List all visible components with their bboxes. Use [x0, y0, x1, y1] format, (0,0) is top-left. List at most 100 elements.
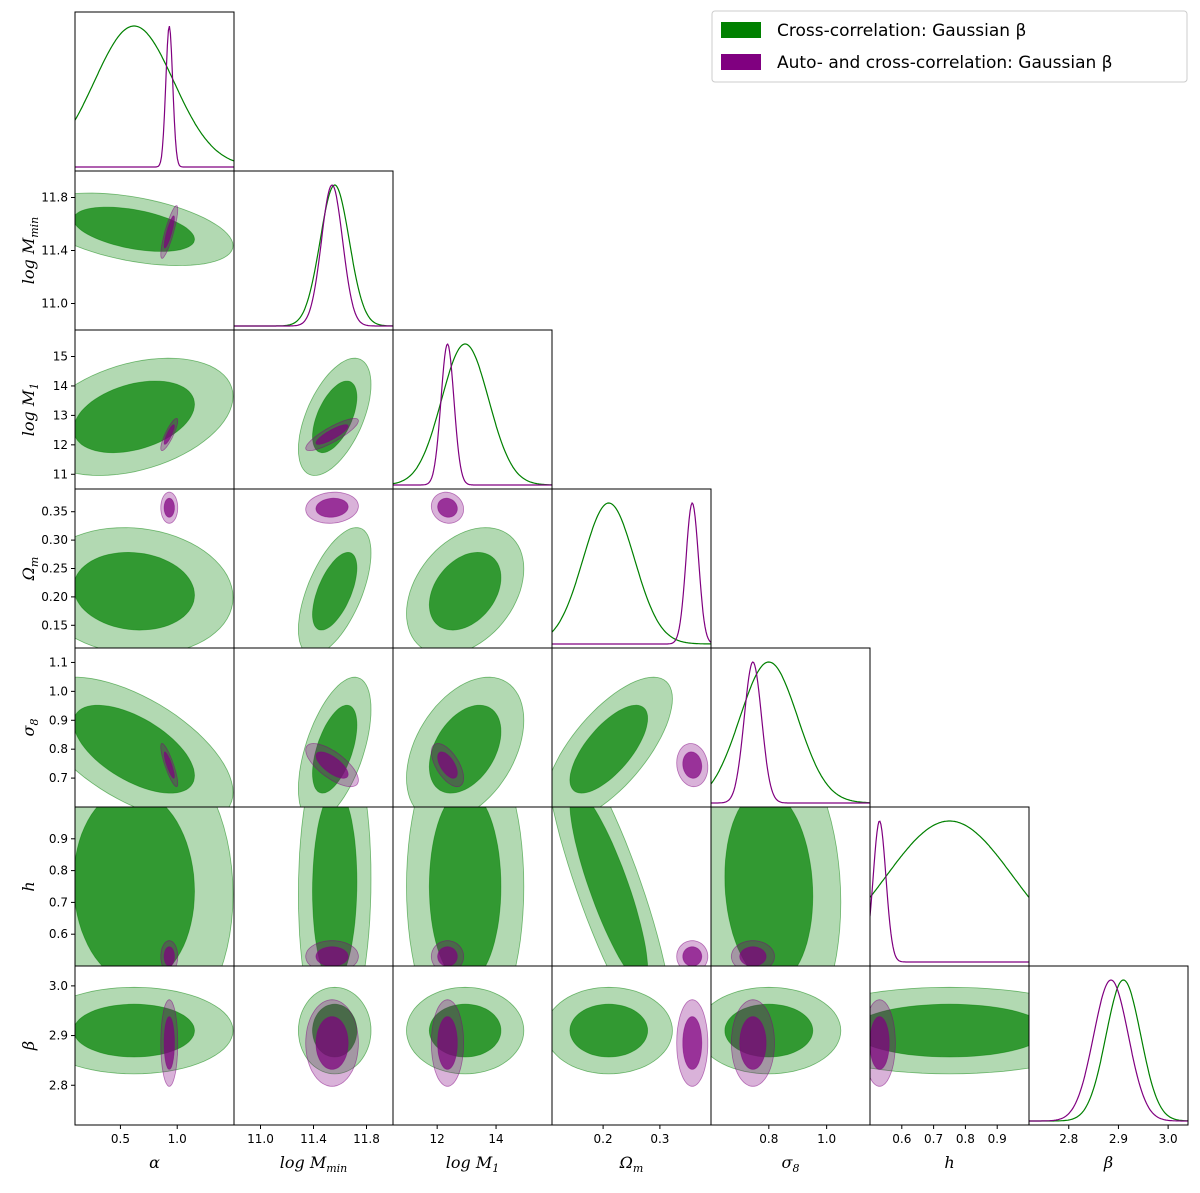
- panel-beta-s8: [710, 965, 871, 1126]
- y-tick-label: 0.30: [41, 533, 68, 547]
- panel-h-alpha: [74, 806, 235, 967]
- panel-body: [393, 343, 552, 486]
- x-axis-label-s8: σ8: [782, 1153, 800, 1175]
- y-tick-label: 0.6: [49, 927, 68, 941]
- auto-contour-68: [163, 215, 175, 249]
- y-tick-label: 13: [53, 408, 68, 422]
- auto-contour-68: [437, 497, 458, 518]
- panel-body: [75, 25, 234, 168]
- auto-contour-68: [739, 946, 767, 966]
- auto-contour-68: [870, 1016, 890, 1070]
- y-tick-label: 1.0: [49, 684, 68, 698]
- x-axis-label-logMmin: log Mmin: [280, 1153, 348, 1175]
- panel-h-logMmin: [233, 806, 394, 967]
- panel-body: [552, 501, 711, 645]
- panel-s8-logM1: [392, 647, 553, 808]
- auto-contour-68: [315, 751, 349, 779]
- y-tick-label: 11.4: [41, 244, 68, 258]
- panel-body: [1029, 979, 1188, 1122]
- x-tick-label: 0.7: [924, 1132, 943, 1146]
- panel-alpha-alpha: [74, 11, 235, 172]
- panel-body: [406, 491, 525, 648]
- panel-body: [75, 676, 234, 807]
- auto-contour-68: [682, 751, 703, 779]
- auto-contour-68: [163, 424, 175, 445]
- y-tick-label: 0.9: [49, 832, 68, 846]
- auto-marginal-logMmin: [234, 184, 393, 327]
- y-tick-label: 0.25: [41, 562, 68, 576]
- y-axis-label-s8: σ8: [19, 719, 41, 737]
- x-tick-label: 2.8: [1059, 1132, 1078, 1146]
- auto-contour-68: [163, 1016, 175, 1070]
- y-tick-label: 0.35: [41, 505, 68, 519]
- panel-body: [297, 357, 372, 476]
- panel-beta-logM1: [392, 965, 553, 1126]
- panel-Om-Om: [551, 488, 712, 649]
- y-tick-label: 14: [53, 379, 68, 393]
- auto-contour-68: [315, 946, 349, 966]
- panel-body: [711, 661, 870, 804]
- legend-label-cross: Cross-correlation: Gaussian β: [777, 21, 1026, 41]
- panel-Om-logM1: [392, 488, 553, 649]
- cross-contour-68: [569, 1003, 649, 1058]
- cross-marginal-logMmin: [234, 184, 393, 327]
- x-tick-label: 2.9: [1109, 1132, 1128, 1146]
- auto-contour-68: [437, 946, 458, 966]
- y-tick-label: 0.20: [41, 590, 68, 604]
- y-tick-label: 0.8: [49, 742, 68, 756]
- auto-marginal-alpha: [75, 25, 234, 168]
- panel-body: [75, 192, 234, 267]
- panel-frame: [1028, 965, 1189, 1126]
- auto-marginal-Om: [552, 501, 711, 645]
- cross-contour-68: [428, 551, 502, 631]
- x-tick-label: 0.8: [759, 1132, 778, 1146]
- panel-body: [406, 986, 525, 1087]
- y-tick-label: 0.7: [49, 895, 68, 909]
- auto-contour-68: [315, 424, 349, 445]
- y-axis-label-Om: Ωm: [19, 557, 41, 582]
- panel-beta-logMmin: [233, 965, 394, 1126]
- panel-frame: [869, 806, 1030, 967]
- y-tick-label: 0.7: [49, 771, 68, 785]
- cross-marginal-alpha: [75, 25, 234, 162]
- panel-h-s8: [710, 806, 871, 967]
- y-axis-label-logM1: log M1: [19, 383, 41, 436]
- panel-body: [406, 676, 525, 807]
- panel-s8-Om: [551, 647, 712, 808]
- panel-body: [406, 807, 525, 966]
- x-tick-label: 11.0: [247, 1132, 274, 1146]
- auto-contour-68: [682, 946, 703, 966]
- panel-s8-logMmin: [233, 647, 394, 808]
- panel-body: [297, 986, 372, 1087]
- panel-Om-logMmin: [233, 488, 394, 649]
- auto-contour-68: [163, 751, 175, 779]
- panel-frame: [710, 647, 871, 808]
- x-tick-label: 0.9: [988, 1132, 1007, 1146]
- panels-layer: 0.5 1.0 11.0 11.4 11.8 12 14 0.2 0.3 0.8 1.0 0.6 0.7…: [19, 11, 1189, 1175]
- x-tick-label: 1.0: [817, 1132, 836, 1146]
- panel-beta-h: [869, 965, 1030, 1126]
- panel-body: [552, 676, 709, 807]
- cross-contour-68: [312, 807, 358, 966]
- panel-body: [75, 357, 234, 476]
- panel-h-logM1: [392, 806, 553, 967]
- y-tick-label: 0.8: [49, 864, 68, 878]
- cross-contour-68: [569, 704, 649, 794]
- cross-contour-68: [724, 807, 814, 966]
- panel-logMmin-logMmin: [233, 170, 394, 331]
- x-tick-label: 0.5: [111, 1132, 130, 1146]
- panel-frame: [392, 329, 553, 490]
- panel-logMmin-alpha: [74, 170, 235, 331]
- y-axis-label-beta: β: [19, 1041, 38, 1051]
- panel-frame: [551, 488, 712, 649]
- cross-marginal-Om: [552, 502, 711, 645]
- auto-contour-68: [437, 1016, 458, 1070]
- x-axis-label-h: h: [944, 1153, 954, 1172]
- panel-beta-beta: [1028, 965, 1189, 1126]
- panel-h-Om: [551, 806, 712, 967]
- x-tick-label: 11.8: [353, 1132, 380, 1146]
- legend-frame: [711, 10, 1188, 83]
- cross-contour-68: [428, 807, 502, 966]
- cross-contour-68: [75, 551, 195, 631]
